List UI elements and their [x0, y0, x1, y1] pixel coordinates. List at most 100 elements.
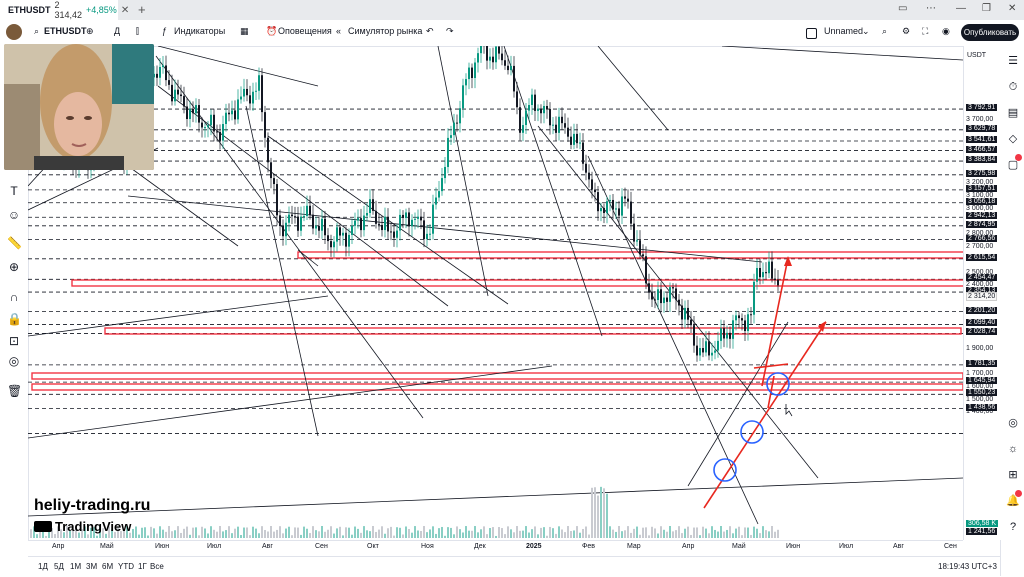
trend-line[interactable] — [687, 321, 789, 487]
highlight-circle[interactable] — [713, 458, 737, 482]
search-icon[interactable]: ⌕ — [34, 26, 40, 36]
help-icon[interactable]: ? — [1009, 521, 1017, 533]
time-label: Июл — [839, 543, 854, 550]
idea-icon[interactable]: ☼ — [1007, 443, 1019, 455]
highlight-circle[interactable] — [740, 420, 764, 444]
alert-icon[interactable]: ⏰ — [266, 26, 278, 36]
range-button[interactable]: 1Г — [138, 562, 147, 571]
undo-icon[interactable]: ↶ — [426, 26, 434, 36]
trend-line[interactable] — [28, 365, 553, 439]
support-resistance-zone[interactable] — [31, 372, 963, 380]
lock-drawing-icon[interactable]: 🔒 — [7, 312, 22, 326]
compare-icon[interactable]: ⊕ — [86, 26, 94, 36]
trend-line[interactable] — [28, 295, 329, 337]
indicators-button[interactable]: Индикаторы — [174, 26, 226, 36]
publish-button[interactable]: Опубликовать — [961, 24, 1019, 41]
visibility-icon[interactable]: ◎ — [8, 354, 20, 368]
trend-line[interactable] — [157, 46, 319, 87]
currency-label[interactable]: USDT — [967, 52, 987, 59]
range-button[interactable]: 3М — [86, 562, 98, 571]
range-button[interactable]: 6М — [102, 562, 114, 571]
grid-icon[interactable]: ⊞ — [1008, 469, 1018, 481]
minimize-icon[interactable]: — — [956, 3, 966, 14]
settings-icon[interactable]: ⚙ — [902, 26, 911, 36]
data-window-icon[interactable]: ▤ — [1007, 107, 1019, 119]
ruler-icon[interactable]: 📏 — [7, 236, 22, 250]
avatar[interactable] — [6, 24, 22, 40]
range-button[interactable]: 5Д — [54, 562, 64, 571]
emoji-icon[interactable]: ☺ — [7, 208, 21, 222]
redo-icon[interactable]: ↷ — [446, 26, 454, 36]
notifications-icon[interactable]: 🔔 — [1006, 495, 1020, 507]
range-button[interactable]: YTD — [118, 562, 134, 571]
trend-line[interactable] — [721, 46, 963, 61]
candle-body — [702, 348, 704, 353]
text-tool-icon[interactable]: T — [10, 184, 18, 198]
alerts-clock-icon[interactable]: ⏱ — [1008, 81, 1018, 93]
trend-line[interactable] — [245, 105, 319, 437]
replay-icon[interactable]: « — [336, 26, 342, 36]
trend-line[interactable] — [597, 46, 669, 131]
trend-line[interactable] — [28, 477, 963, 517]
clock[interactable]: 18:19:43 UTC+3 — [938, 562, 997, 571]
fullscreen-icon[interactable]: ⛶ — [922, 26, 929, 36]
chart-type-icon[interactable]: ⫿ — [136, 26, 139, 36]
snapshot-icon[interactable]: ◉ — [942, 26, 950, 36]
support-resistance-zone[interactable] — [104, 327, 962, 335]
window-close-icon[interactable]: ✕ — [1008, 3, 1017, 14]
target-arrow[interactable] — [761, 257, 789, 387]
support-resistance-zone[interactable] — [297, 251, 963, 259]
target-icon[interactable]: ◎ — [1008, 417, 1018, 429]
layout-icon[interactable] — [806, 28, 817, 39]
trend-line[interactable] — [297, 249, 319, 267]
symbol-search[interactable]: ETHUSDT — [44, 26, 87, 36]
trend-line[interactable] — [437, 46, 489, 297]
support-resistance-zone[interactable] — [31, 383, 963, 391]
watchlist-icon[interactable]: ☰ — [1008, 55, 1018, 67]
volume-bar — [78, 532, 80, 538]
indicators-icon[interactable]: ƒ — [162, 26, 168, 36]
alerts-button[interactable]: Оповещения — [278, 26, 332, 36]
candle-body — [600, 207, 602, 212]
time-axis[interactable]: Апр Май Июн Июл Авг Сен Окт Ноя Дек 2025 Фев Мар Апр… — [28, 540, 963, 555]
trend-line[interactable] — [155, 55, 424, 419]
browser-tab[interactable]: ETHUSDT 2 314,42 +4,85% ✕ — [0, 0, 129, 20]
trash-icon[interactable]: 🗑 — [7, 384, 23, 398]
trend-line[interactable] — [503, 46, 603, 337]
interval-select[interactable]: Д — [114, 26, 121, 36]
quick-search-icon[interactable]: ⌕ — [882, 26, 888, 36]
candle-body — [411, 219, 413, 227]
cast-icon[interactable]: ▭ — [898, 3, 908, 14]
close-tab-icon[interactable]: ✕ — [120, 4, 130, 16]
chevron-down-icon[interactable]: ⌄ — [862, 26, 870, 36]
magnet-icon[interactable]: ∩ — [9, 290, 19, 304]
time-label: Сен — [944, 543, 957, 550]
price-scale[interactable]: 3 792,91 3 700,00 3 629,78 3 541,61 3 466,57… — [963, 46, 1001, 540]
maximize-icon[interactable]: ❐ — [982, 3, 991, 14]
support-resistance-zone[interactable] — [71, 279, 963, 287]
trend-line[interactable] — [127, 165, 239, 247]
trend-line[interactable] — [157, 85, 449, 307]
target-arrow[interactable] — [753, 363, 789, 369]
zoom-in-icon[interactable]: ⊕ — [8, 260, 20, 274]
price-chart[interactable] — [28, 46, 963, 540]
range-button[interactable]: 1М — [70, 562, 82, 571]
layers-icon[interactable]: ◇ — [1008, 133, 1018, 145]
volume-bar — [42, 527, 44, 538]
new-tab-icon[interactable]: + — [138, 2, 146, 17]
range-button[interactable]: 1Д — [38, 562, 48, 571]
trend-line[interactable] — [587, 155, 759, 525]
volume-bar — [660, 526, 662, 538]
more-icon[interactable]: ⋯ — [926, 3, 936, 14]
range-button[interactable]: Все — [150, 562, 164, 571]
replay-button[interactable]: Симулятор рынка — [348, 26, 423, 36]
target-arrow[interactable] — [703, 321, 827, 509]
trend-line[interactable] — [127, 195, 763, 263]
volume-bar — [402, 534, 404, 538]
layout-name[interactable]: Unnamed — [824, 26, 864, 36]
templates-icon[interactable]: ▦ — [240, 26, 249, 36]
volume-bar — [618, 526, 620, 538]
chat-icon[interactable]: ▢ — [1007, 159, 1019, 171]
highlight-circle[interactable] — [766, 372, 790, 396]
lock-icon[interactable]: ⊡ — [8, 334, 20, 348]
